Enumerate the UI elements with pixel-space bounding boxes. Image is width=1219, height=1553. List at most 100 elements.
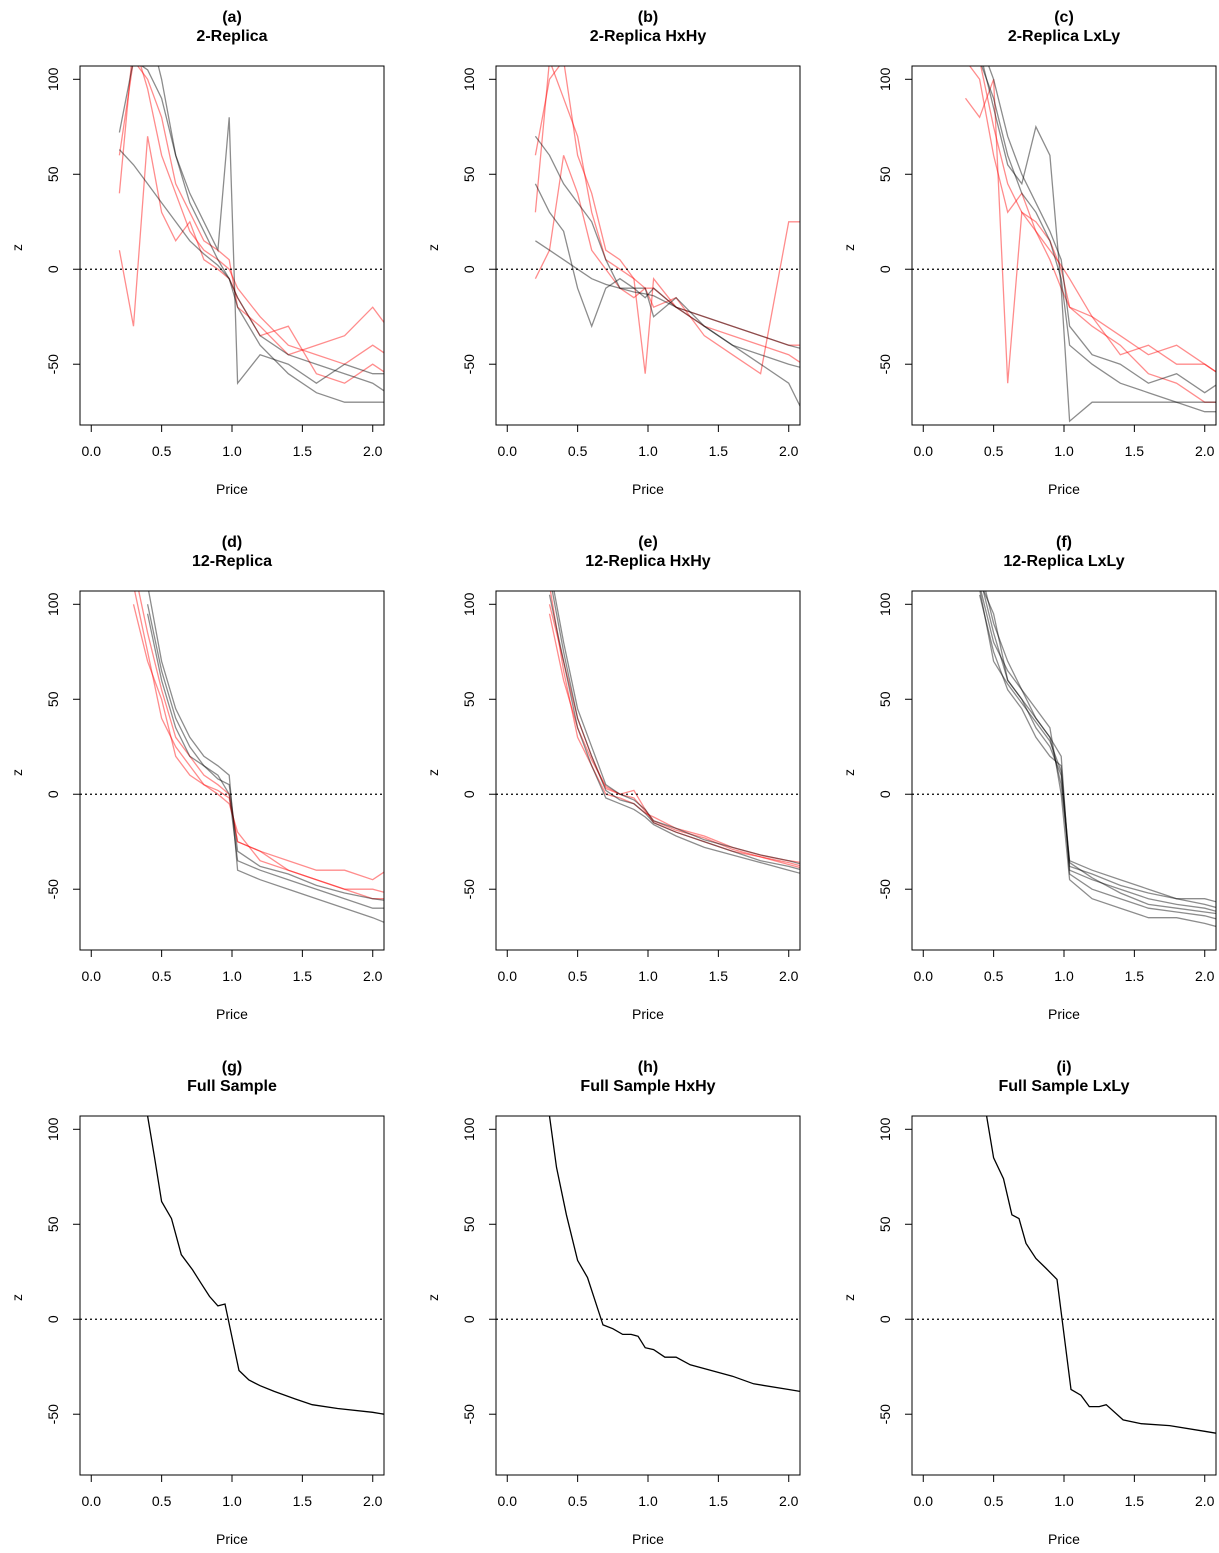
x-tick-label: 1.5 xyxy=(293,1493,313,1509)
panel-label: (f) xyxy=(1056,534,1072,551)
x-axis-label: Price xyxy=(1048,1531,1080,1547)
x-tick-label: 1.5 xyxy=(1125,1493,1145,1509)
y-tick-label: -50 xyxy=(461,1404,477,1424)
y-tick-label: 50 xyxy=(461,691,477,707)
plot-frame xyxy=(495,65,801,426)
y-tick-label: 100 xyxy=(461,1117,477,1141)
y-tick-label: -50 xyxy=(877,879,893,899)
y-tick-label: 100 xyxy=(45,67,61,91)
series-line xyxy=(553,591,800,865)
series-line xyxy=(983,591,1216,920)
panel: (e) 12-Replica HxHy Price z 0.0 0.5 1.0 1.5 2.0 -… xyxy=(425,534,801,1022)
panel: (f) 12-Replica LxLy Price z 0.0 0.5 1.0 1.5 2.0 -… xyxy=(841,534,1217,1022)
y-tick-label: 100 xyxy=(877,67,893,91)
x-tick-label: 2.0 xyxy=(779,443,799,459)
x-tick-label: 1.0 xyxy=(222,968,242,984)
x-axis-label: Price xyxy=(632,481,664,497)
series-line xyxy=(147,591,384,923)
x-tick-label: 1.0 xyxy=(1054,443,1074,459)
y-tick-label: 100 xyxy=(877,592,893,616)
x-tick-label: 1.0 xyxy=(222,443,242,459)
y-tick-label: 100 xyxy=(877,1117,893,1141)
y-tick-label: 0 xyxy=(877,1315,893,1323)
panel-label: (c) xyxy=(1054,9,1074,26)
series-line xyxy=(118,136,384,384)
x-axis-label: Price xyxy=(216,1531,248,1547)
series-line xyxy=(968,66,1216,373)
y-axis-label: z xyxy=(841,244,857,251)
series-line xyxy=(548,604,800,867)
y-tick-label: -50 xyxy=(461,879,477,899)
series-line xyxy=(964,79,1216,403)
x-tick-label: 1.0 xyxy=(1054,1493,1074,1509)
x-tick-label: 1.0 xyxy=(638,443,658,459)
x-tick-label: 0.5 xyxy=(984,1493,1004,1509)
x-tick-label: 0.0 xyxy=(914,968,934,984)
x-tick-label: 0.5 xyxy=(984,443,1004,459)
plot-area xyxy=(912,591,1216,928)
x-tick-label: 2.0 xyxy=(779,968,799,984)
panel: (i) Full Sample LxLy Price z 0.0 0.5 1.0 1.5 2.0… xyxy=(841,1059,1217,1547)
series-line xyxy=(978,594,1216,909)
series-line xyxy=(534,135,800,368)
plot-frame xyxy=(79,65,385,426)
x-tick-label: 0.5 xyxy=(568,443,588,459)
y-tick-label: 50 xyxy=(461,166,477,182)
x-tick-label: 2.0 xyxy=(363,1493,383,1509)
series-line xyxy=(984,591,1216,928)
plot-frame xyxy=(495,590,801,951)
x-tick-label: 0.5 xyxy=(984,968,1004,984)
y-tick-label: -50 xyxy=(877,1404,893,1424)
x-axis-label: Price xyxy=(1048,1006,1080,1022)
x-tick-label: 0.5 xyxy=(152,443,172,459)
y-axis-label: z xyxy=(425,244,441,251)
x-tick-label: 1.5 xyxy=(1125,443,1145,459)
panel: (h) Full Sample HxHy Price z 0.0 0.5 1.0 1.5 2.0… xyxy=(425,1059,801,1547)
plot-area xyxy=(80,66,384,403)
series-line xyxy=(146,1116,384,1415)
y-tick-label: 0 xyxy=(461,265,477,273)
x-axis-label: Price xyxy=(216,1006,248,1022)
panel-label: (h) xyxy=(638,1059,658,1076)
y-tick-label: 0 xyxy=(877,790,893,798)
x-axis-label: Price xyxy=(632,1531,664,1547)
y-tick-label: 100 xyxy=(45,1117,61,1141)
x-tick-label: 0.0 xyxy=(498,443,518,459)
plot-frame xyxy=(79,590,385,951)
series-line xyxy=(146,604,384,909)
series-line xyxy=(534,183,800,408)
series-line xyxy=(118,66,384,386)
series-line xyxy=(134,591,384,900)
panel-title: Full Sample HxHy xyxy=(580,1078,715,1095)
x-tick-label: 1.5 xyxy=(293,968,313,984)
plot-frame xyxy=(911,65,1217,426)
x-tick-label: 2.0 xyxy=(363,968,383,984)
y-tick-label: 50 xyxy=(45,691,61,707)
x-tick-label: 0.0 xyxy=(914,1493,934,1509)
series-line xyxy=(979,591,1216,915)
x-tick-label: 0.0 xyxy=(914,443,934,459)
x-axis-label: Price xyxy=(216,481,248,497)
x-tick-label: 0.0 xyxy=(82,1493,102,1509)
series-line xyxy=(551,591,800,871)
x-axis-label: Price xyxy=(632,1006,664,1022)
y-axis-label: z xyxy=(9,769,25,776)
plot-area xyxy=(80,1116,384,1415)
series-line xyxy=(132,604,384,893)
panel-title: Full Sample LxLy xyxy=(999,1078,1130,1095)
x-tick-label: 2.0 xyxy=(1195,443,1215,459)
x-tick-label: 1.0 xyxy=(222,1493,242,1509)
series-line xyxy=(982,66,1216,423)
series-line xyxy=(549,591,800,863)
y-tick-label: -50 xyxy=(877,354,893,374)
y-tick-label: -50 xyxy=(45,1404,61,1424)
panel-label: (b) xyxy=(638,9,658,26)
x-tick-label: 1.5 xyxy=(709,1493,729,1509)
x-tick-label: 2.0 xyxy=(1195,1493,1215,1509)
series-line xyxy=(138,591,384,881)
panel: (d) 12-Replica Price z 0.0 0.5 1.0 1.5 2.0 -50 0 50… xyxy=(9,534,385,1022)
y-tick-label: 0 xyxy=(461,790,477,798)
x-tick-label: 0.0 xyxy=(82,968,102,984)
y-tick-label: 0 xyxy=(877,265,893,273)
